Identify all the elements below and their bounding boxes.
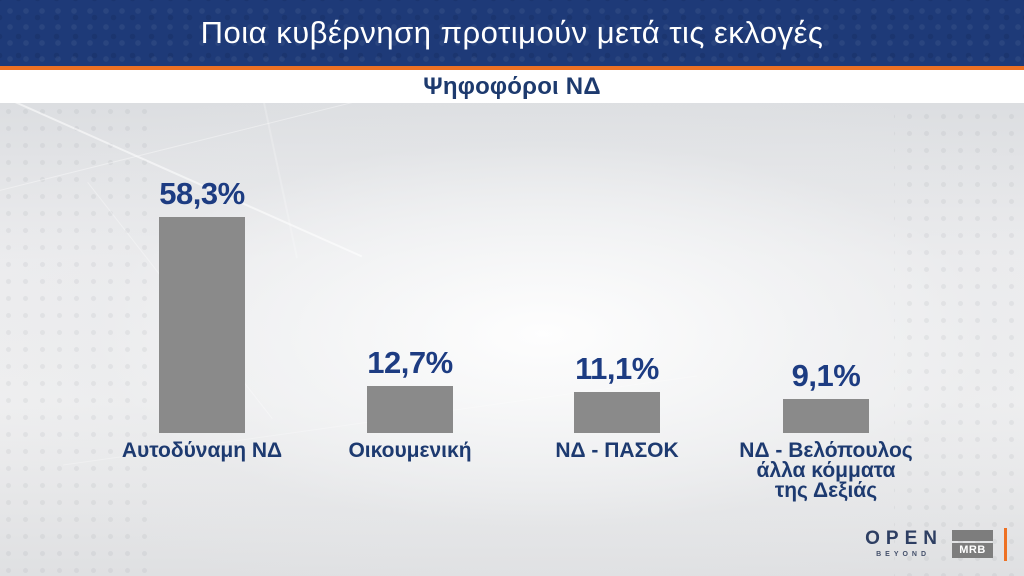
value-label: 58,3% [159,176,245,211]
value-label: 11,1% [575,351,659,386]
background-dots-right [894,103,1024,576]
header-bar: Ποια κυβέρνηση προτιμούν μετά τις εκλογέ… [0,0,1024,66]
bar [159,217,245,433]
bar-column-oikoumeniki: 12,7% Οικουμενική [348,345,471,461]
bar-column-nd-pasok: 11,1% ΝΔ - ΠΑΣΟΚ [555,351,678,461]
mrb-logo: MRB [952,530,993,558]
mrb-logo-text: MRB [952,543,993,558]
background-dots-left [0,103,150,576]
open-logo-tagline: BEYOND [876,551,931,558]
bar [367,386,453,433]
mrb-logo-flag [952,530,993,541]
category-label: Αυτοδύναμη ΝΔ [121,439,283,462]
chart-subtitle: Ψηφοφόροι ΝΔ [423,72,601,100]
bar [574,392,660,433]
category-label: Οικουμενική [348,439,472,462]
open-tv-logo: OPEN BEYOND [865,529,937,558]
subtitle-band: Ψηφοφόροι ΝΔ [0,70,1024,103]
value-label: 12,7% [367,345,453,380]
open-logo-text: OPEN [865,528,943,549]
bar-column-nd-velopoulos: 9,1% ΝΔ - Βελόπουλος άλλα κόμματα της Δε… [739,358,912,501]
category-label: ΝΔ - ΠΑΣΟΚ [555,439,679,462]
category-label: ΝΔ - Βελόπουλος άλλα κόμματα της Δεξιάς [739,439,913,502]
value-label: 9,1% [791,358,861,393]
orange-divider [0,66,1024,70]
bar-column-autodynami-nd: 58,3% Αυτοδύναμη ΝΔ [122,176,282,461]
orange-accent-tick [1004,528,1007,561]
bar [783,399,869,433]
page-title: Ποια κυβέρνηση προτιμούν μετά τις εκλογέ… [200,15,824,50]
